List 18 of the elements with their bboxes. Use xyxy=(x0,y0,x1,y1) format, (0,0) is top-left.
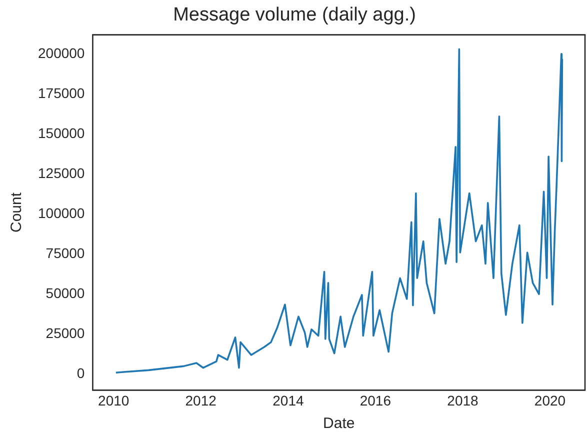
x-axis-title: Date xyxy=(323,415,355,432)
y-tick-label: 125000 xyxy=(38,164,85,181)
y-tick-label: 75000 xyxy=(46,244,85,261)
chart-title: Message volume (daily agg.) xyxy=(173,4,416,26)
x-tick-label: 2014 xyxy=(272,392,304,408)
x-tick-label: 2010 xyxy=(98,392,130,408)
x-tick-label: 2018 xyxy=(447,392,479,408)
y-tick-label: 200000 xyxy=(38,44,85,61)
y-tick-label: 150000 xyxy=(38,124,85,141)
y-axis-title: Count xyxy=(8,192,26,233)
x-tick-label: 2020 xyxy=(534,392,566,408)
y-tick-label: 100000 xyxy=(38,204,85,221)
y-tick-label: 50000 xyxy=(46,285,85,302)
y-tick-label: 25000 xyxy=(46,325,85,342)
y-tick-label: 0 xyxy=(76,365,85,382)
x-tick-label: 2016 xyxy=(360,392,392,408)
x-tick-label: 2012 xyxy=(185,392,217,408)
y-tick-label: 175000 xyxy=(38,84,85,101)
